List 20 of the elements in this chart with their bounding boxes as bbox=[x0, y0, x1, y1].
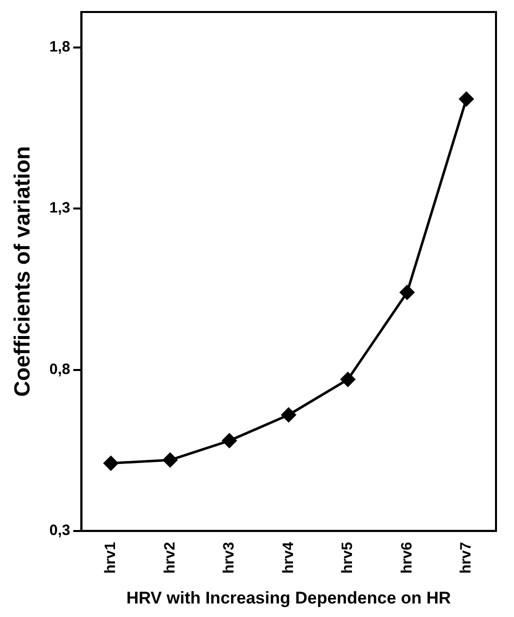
point bbox=[162, 452, 178, 468]
x-tick-label: hrv4 bbox=[280, 541, 297, 574]
point bbox=[400, 285, 414, 300]
point bbox=[340, 372, 356, 387]
x-tick-label: hrv6 bbox=[398, 542, 416, 574]
y-tick-label: 1,3 bbox=[49, 200, 70, 217]
x-tick-label: hrv1 bbox=[102, 542, 120, 574]
point bbox=[104, 456, 118, 470]
x-tick-label: hrv2 bbox=[161, 542, 178, 574]
x-tick-label: hrv7 bbox=[458, 542, 475, 574]
y-axis-title: Coefficients of variation bbox=[9, 146, 34, 397]
point bbox=[281, 408, 296, 422]
point bbox=[222, 433, 237, 448]
y-tick-label: 1,8 bbox=[49, 38, 70, 56]
y-tick-label: 0,8 bbox=[49, 360, 70, 378]
y-tick-label: 0,3 bbox=[49, 522, 70, 540]
point bbox=[459, 92, 474, 106]
x-tick-label: hrv3 bbox=[220, 542, 238, 574]
x-tick-label: hrv5 bbox=[339, 542, 356, 574]
x-axis-title: HRV with Increasing Dependence on HR bbox=[126, 588, 451, 608]
